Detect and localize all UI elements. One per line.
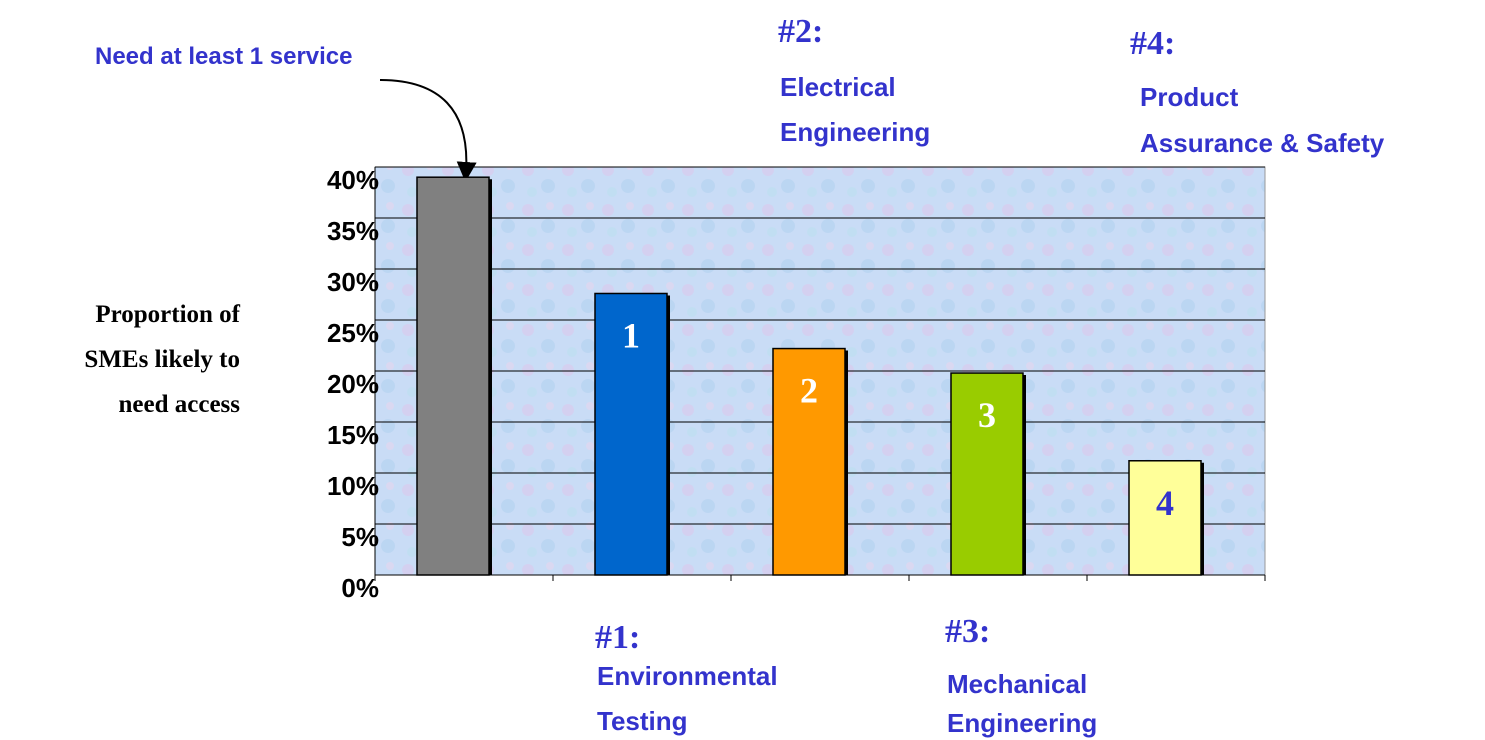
bar-label: 1 — [622, 315, 640, 355]
annotation: Engineering — [780, 117, 930, 147]
annotation: Need at least 1 service — [95, 43, 353, 70]
rank-label: #4: — [1130, 25, 1175, 62]
y-tick-label: 0% — [341, 573, 379, 603]
annotation: Environmental — [597, 661, 778, 691]
y-tick-label: 40% — [327, 165, 379, 195]
annotation: Product — [1140, 82, 1239, 112]
y-axis-label: SMEs likely to — [84, 346, 240, 373]
y-tick-label: 25% — [327, 318, 379, 348]
arrow — [379, 79, 477, 182]
bar-label: 2 — [800, 371, 818, 411]
y-axis-label: need access — [119, 391, 241, 418]
bar-label: 3 — [978, 395, 996, 435]
y-tick-label: 20% — [327, 369, 379, 399]
bar — [772, 347, 846, 576]
annotation: Electrical — [780, 72, 896, 102]
y-axis-label: Proportion of — [95, 301, 240, 328]
annotation: Mechanical — [947, 669, 1087, 699]
y-tick-label: 10% — [327, 471, 379, 501]
bar — [416, 176, 490, 576]
rank-label: #1: — [595, 619, 640, 656]
rank-label: #3: — [945, 613, 990, 650]
y-tick-label: 30% — [327, 267, 379, 297]
bar-label: 4 — [1156, 483, 1174, 523]
rank-label: #2: — [778, 13, 823, 50]
annotation: Assurance & Safety — [1140, 128, 1385, 158]
y-tick-label: 35% — [327, 216, 379, 246]
annotation: Testing — [597, 706, 688, 736]
annotation: Engineering — [947, 708, 1097, 738]
bar — [594, 292, 668, 576]
y-tick-label: 5% — [341, 522, 379, 552]
y-tick-label: 15% — [327, 420, 379, 450]
bar — [1128, 460, 1202, 576]
